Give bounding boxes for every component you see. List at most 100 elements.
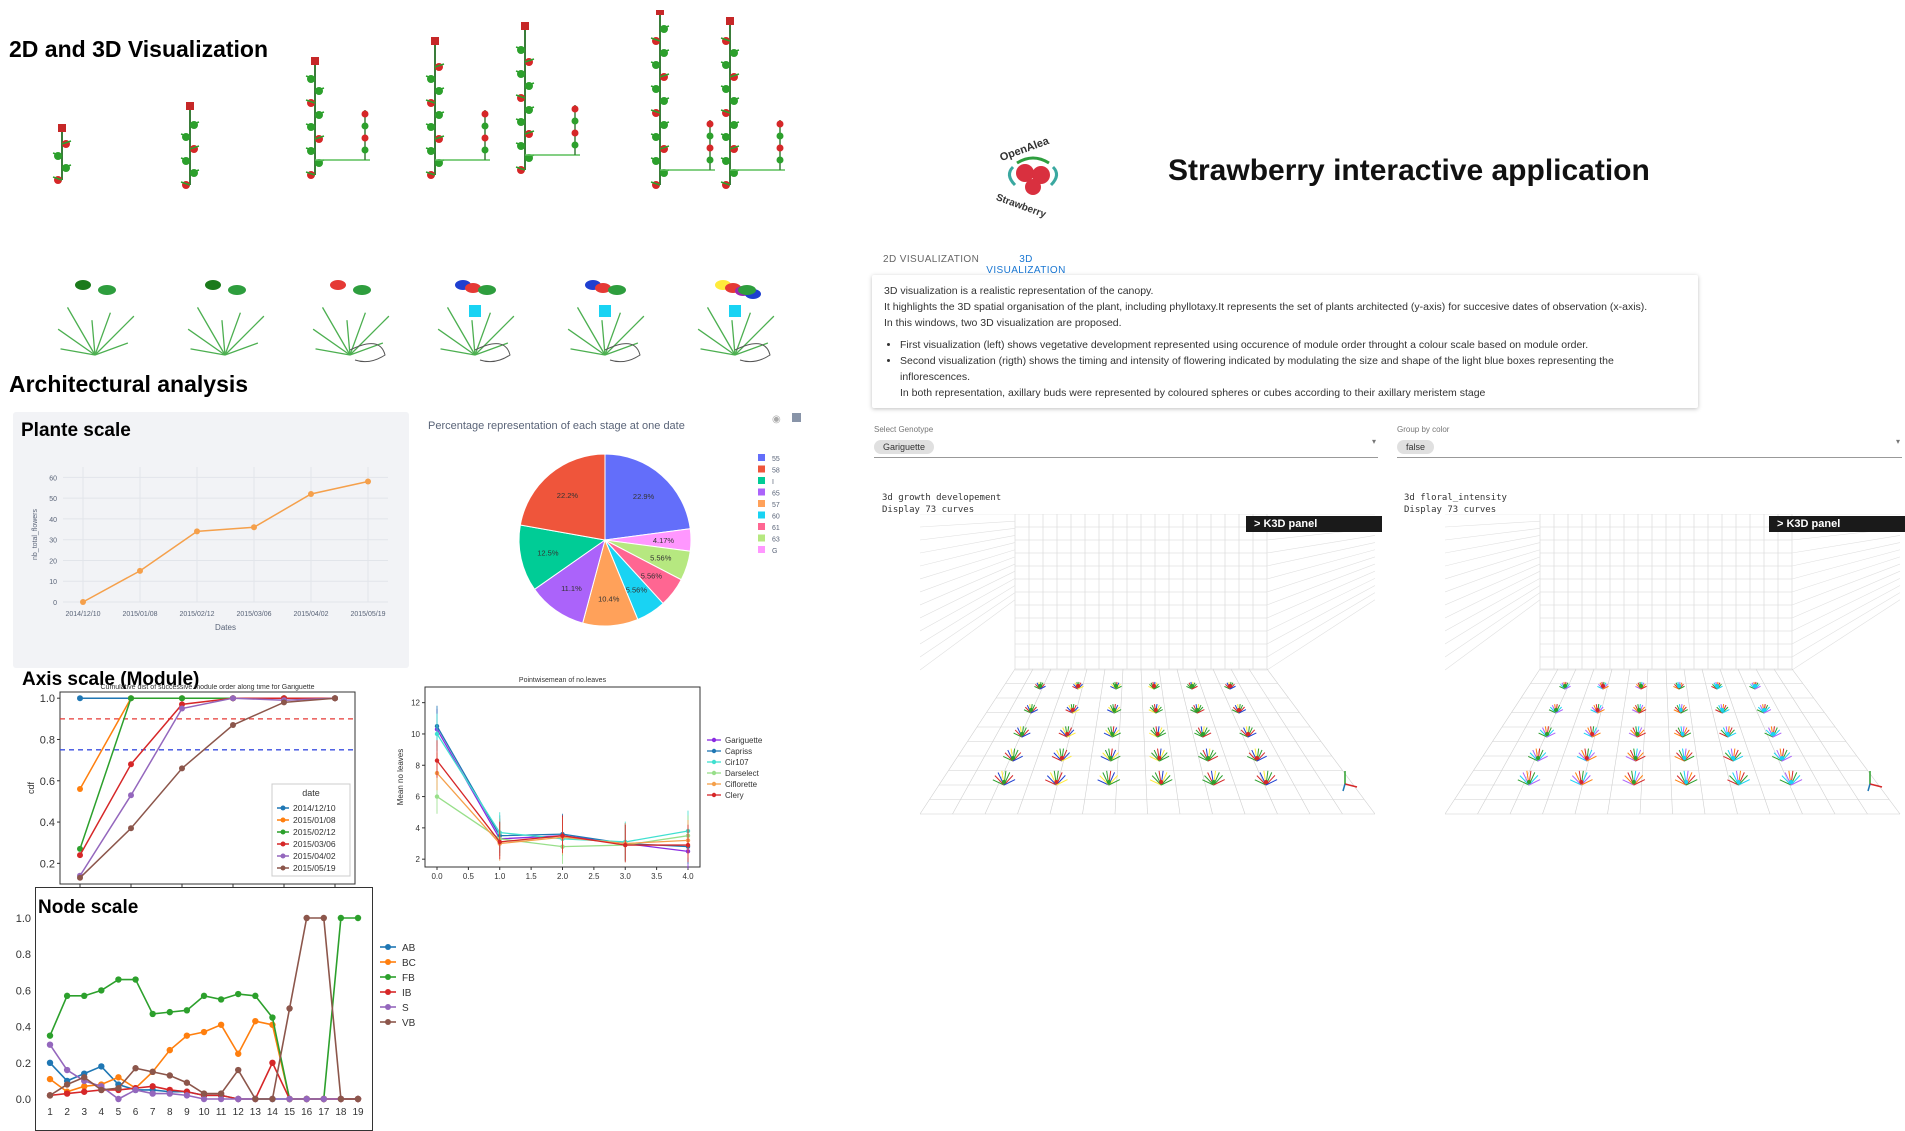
y-tick-label: 40 [49,517,57,524]
plant-3d-branch [1157,729,1165,738]
plant-3d-petiole [66,307,96,356]
k3d-growth-view[interactable] [920,514,1375,819]
plant-2d-leaf [650,157,661,162]
plant-3d-branch [1265,775,1276,786]
plant-3d-branch [1727,729,1735,738]
plant-2d-leaf [515,166,526,171]
y-tick-label: 0.6 [16,985,31,997]
legend-label: Clery [725,791,744,800]
legend-marker [385,974,391,980]
cdf-series-line [79,697,335,856]
group-by-color-select[interactable]: Group by color false ▾ [1397,425,1902,458]
plant-3d-branch [1202,732,1212,738]
camera-icon[interactable]: ◉ [772,414,781,425]
plant-3d-branch [1105,729,1113,738]
plant-3d-node [1715,684,1719,688]
plant-3d-petiole [221,320,226,356]
plant-3d-leaflet [738,285,756,295]
grid-line [1266,556,1375,593]
pie-slice-label: 12.5% [537,549,559,558]
plant-3d-branch [1254,779,1267,786]
view1-header: 3d growth developement Display 73 curves [882,492,1001,516]
axis-indicator-z [1342,783,1346,792]
plant-2d-leaf [729,121,740,126]
node-data-point [115,976,122,983]
legend-label: 55 [772,456,780,463]
plant-3d-branch [1003,775,1014,786]
k3d-floral-view[interactable] [1445,514,1902,819]
plant-2d-leaf [650,85,661,90]
grid-line [1791,585,1901,645]
plant-3d-leaflet [228,285,246,295]
plant-2d-leaf [52,152,63,157]
y-axis-label: nb_total_flowers [32,509,39,560]
app-title: Strawberry interactive application [1168,154,1650,187]
plant-3d-branch [1581,779,1593,786]
plant-3d-branch [1204,775,1214,786]
genotype-chip[interactable]: Gariguette [874,440,935,454]
plant-3d-branch [1012,752,1022,762]
plant-3d-branch [1571,775,1582,786]
plant-3d-branch [1194,732,1204,738]
plant-3d-branch [1149,779,1162,786]
plant-3d-petiole [91,320,96,356]
grid-line [1445,535,1541,554]
plant-3d-branch [1790,775,1801,786]
plant-2d-leaf [524,106,535,111]
plant-2d-leaf [305,147,316,152]
y-tick-label: 20 [49,558,57,565]
plant-2d-leaf [314,111,325,116]
legend-marker [385,1019,391,1025]
node-data-point [337,914,345,922]
plant-3d-branch [1765,729,1774,738]
plant-2d-node [361,122,369,130]
y-axis-label: cdf [26,782,36,795]
plant-3d-branch [1637,729,1645,738]
x-tick-label: 2 [64,1107,70,1118]
cdf-data-point [128,792,134,799]
grid-line [1791,542,1901,567]
plant-3d-branch [1108,779,1121,786]
plant-3d-node [1536,756,1540,760]
plant-2d-leaf [650,133,661,138]
node-data-point [63,1090,71,1097]
cdf-data-point [230,722,236,729]
plant-2d-leaf [720,133,731,138]
k3d-panel-toggle-2[interactable]: > K3D panel [1769,516,1905,532]
grid-line [1266,549,1375,580]
plant-3d-branch [1680,709,1688,714]
plant-3d-petiole [570,348,606,356]
plant-3d-node [1190,684,1194,688]
plant-3d-branch [1202,729,1210,738]
plant-3d-branch [1238,709,1247,714]
genotype-select[interactable]: Select Genotype Gariguette ▾ [874,425,1378,458]
plant-3d-branch [1072,709,1080,714]
plant-2d-illustrations [52,10,785,189]
mean-data-point [434,731,440,737]
node-data-point [81,1074,88,1081]
grid-line [1791,599,1901,671]
group-by-dropdown-arrow-icon[interactable]: ▾ [1895,437,1900,446]
plant-3d-node [1112,708,1117,712]
k3d-panel-toggle-1[interactable]: > K3D panel [1246,516,1382,532]
legend-marker [711,770,717,776]
y-tick-label: 0 [53,600,57,607]
plant-3d-node [1680,732,1685,736]
node-data-point [235,990,242,998]
x-tick-label: 19 [352,1107,364,1118]
tab-2d-visualization[interactable]: 2D VISUALIZATION [883,254,980,265]
genotype-dropdown-arrow-icon[interactable]: ▾ [1371,437,1376,446]
plant-3d-branch [992,779,1005,786]
chart-toolbar-icon[interactable] [792,413,801,422]
node-data-point [235,1095,242,1103]
grid-line [1445,520,1541,528]
plant-3d-branch [1676,752,1685,762]
group-by-color-chip[interactable]: false [1397,440,1435,454]
legend-marker [385,1004,391,1010]
plant-3d-petiole [440,348,476,356]
plant-2d-leaf [52,176,63,181]
mean-data-point [434,794,440,799]
pie-slice [519,453,606,541]
plant-2d-leaf [434,135,445,140]
plant-3d-branch [1112,732,1121,738]
